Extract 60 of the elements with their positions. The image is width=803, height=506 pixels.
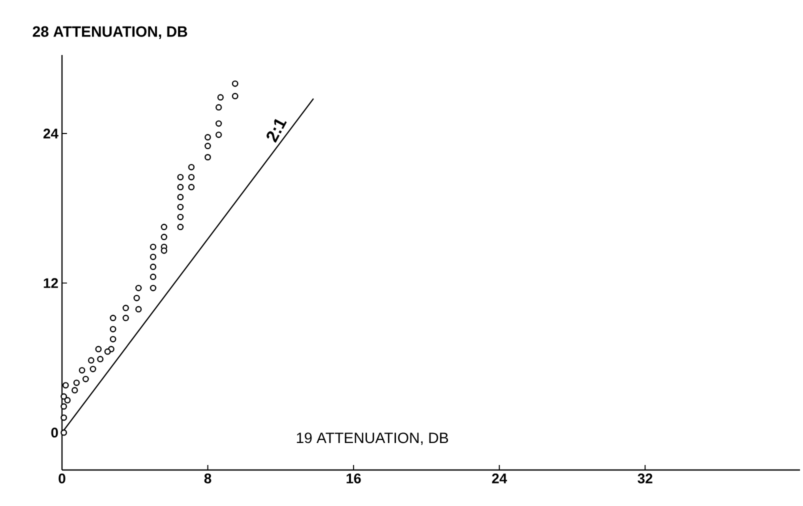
- point: [216, 120, 222, 127]
- x-tick-label: 16: [346, 474, 361, 484]
- point: [104, 348, 111, 355]
- point: [177, 204, 184, 210]
- point: [64, 397, 71, 404]
- point: [177, 194, 184, 200]
- point: [150, 274, 156, 280]
- point: [232, 80, 238, 87]
- point: [204, 142, 211, 150]
- point: [122, 304, 129, 312]
- point: [177, 224, 184, 230]
- point: [72, 387, 78, 394]
- point: [232, 92, 238, 100]
- point: [160, 234, 168, 240]
- point: [60, 429, 68, 436]
- point: [150, 284, 156, 292]
- x-axis-title: 19 ATTENUATION, DB: [296, 432, 448, 445]
- point: [188, 164, 195, 170]
- point: [82, 376, 89, 382]
- point: [73, 380, 80, 386]
- point: [188, 174, 195, 180]
- point: [110, 336, 116, 342]
- y-axis-title: 28 ATTENUATION, DB: [32, 26, 188, 40]
- point: [177, 214, 184, 220]
- y-tick-label: 0: [51, 428, 58, 438]
- point: [150, 254, 156, 260]
- point: [134, 294, 140, 302]
- y-tick-label: 24: [43, 128, 58, 138]
- point: [135, 306, 142, 312]
- point: [217, 94, 224, 101]
- point: [88, 357, 94, 364]
- x-tick-label: 32: [638, 474, 652, 484]
- point: [188, 184, 195, 190]
- point: [216, 132, 222, 138]
- point: [160, 247, 168, 254]
- point: [204, 154, 211, 160]
- point: [177, 174, 184, 180]
- point: [97, 356, 104, 362]
- point: [95, 346, 102, 352]
- point: [62, 382, 69, 388]
- point: [110, 326, 116, 332]
- point: [177, 184, 184, 190]
- point: [135, 284, 142, 292]
- point: [204, 134, 211, 140]
- x-tick-label: 24: [492, 474, 508, 484]
- annotation: 2:1: [266, 118, 287, 143]
- point: [150, 264, 156, 270]
- x-tick-label: 8: [204, 474, 212, 484]
- x-tick-label: 0: [58, 474, 66, 484]
- point: [150, 244, 156, 250]
- point: [78, 367, 86, 374]
- y-tick-label: 12: [44, 278, 58, 288]
- point: [110, 314, 116, 322]
- point: [90, 366, 96, 372]
- point: [216, 104, 222, 111]
- point: [122, 314, 129, 322]
- point: [160, 224, 168, 230]
- point: [60, 414, 68, 421]
- point: [60, 393, 68, 400]
- point: [60, 403, 68, 410]
